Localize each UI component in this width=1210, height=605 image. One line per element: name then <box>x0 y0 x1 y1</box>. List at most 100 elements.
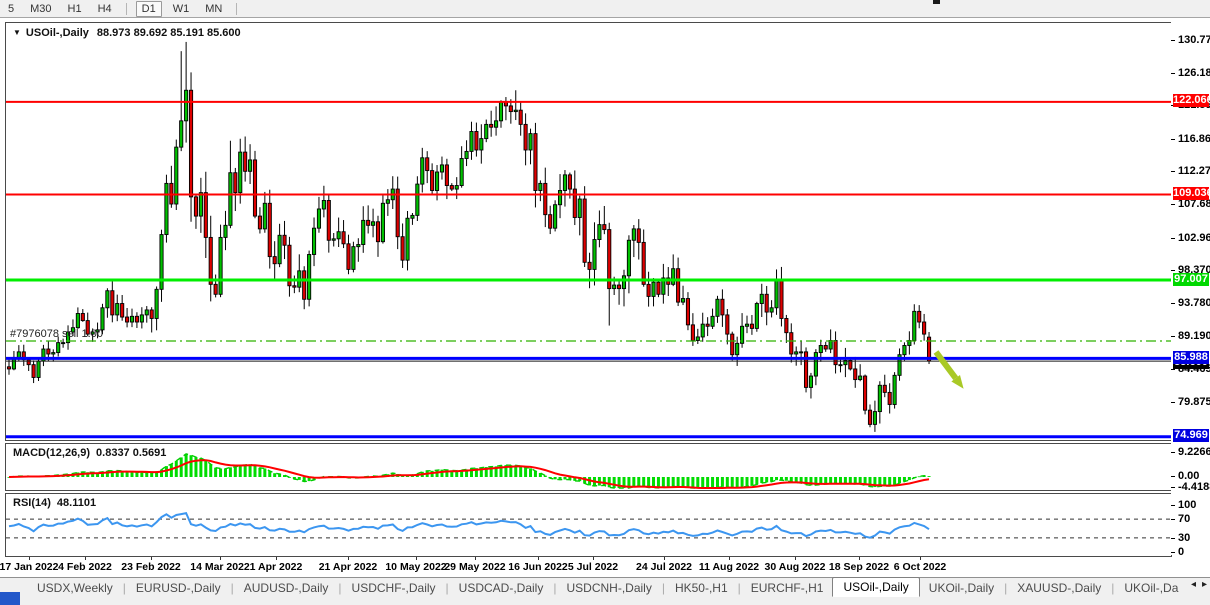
chart-tab-eurusd-daily[interactable]: EURUSD-,Daily <box>135 581 221 595</box>
candle-body <box>848 359 853 370</box>
price-tick-label: 102.960 <box>1178 232 1210 244</box>
candle <box>646 271 651 307</box>
price-tick-label: 112.275 <box>1178 165 1210 177</box>
macd-bar <box>863 477 867 486</box>
candle <box>375 215 381 257</box>
macd-bar <box>455 470 459 477</box>
timeframe-button-d1[interactable]: D1 <box>135 0 162 17</box>
candle <box>843 347 848 378</box>
candle-body <box>474 131 479 151</box>
candle <box>70 319 76 337</box>
candle <box>321 185 326 218</box>
candle-body <box>282 234 287 246</box>
chart-tab-xauusd-daily[interactable]: XAUUSD-,Daily <box>1017 581 1102 595</box>
candle-body <box>897 354 902 376</box>
timeframe-button-mn[interactable]: MN <box>205 2 223 15</box>
candle <box>95 322 100 339</box>
chart-tab-usdx-weekly[interactable]: USDX,Weekly <box>37 581 113 595</box>
chart-tab-ukoil-da[interactable]: UKOil-,Da <box>1124 581 1179 595</box>
candle <box>523 113 528 166</box>
macd-bar <box>479 467 483 477</box>
price-axis[interactable]: 130.770126.180121.590116.865112.275107.6… <box>1171 22 1210 558</box>
rsi-panel[interactable]: RSI(14) 48.1101 <box>5 493 1172 557</box>
main-chart-panel[interactable]: ▼ USOil-,Daily 88.973 89.692 85.191 85.600… <box>5 22 1172 441</box>
sell-arrow-annotation[interactable] <box>933 350 959 381</box>
macd-bar <box>219 468 223 477</box>
macd-panel[interactable]: MACD(12,26,9) 0.8337 0.5691 <box>5 443 1172 491</box>
candle-body <box>105 290 110 309</box>
macd-bar <box>228 467 232 477</box>
candle-body <box>100 307 105 331</box>
macd-bar <box>819 477 823 485</box>
candle <box>641 229 646 287</box>
timeframe-button-5[interactable]: 5 <box>8 2 15 15</box>
timeframe-button-h4[interactable]: H4 <box>97 2 112 15</box>
tab-separator: | <box>1004 581 1008 595</box>
chart-tab-eurchf-h1[interactable]: EURCHF-,H1 <box>750 581 824 595</box>
tab-scroll-right-icon[interactable]: ▸ <box>1201 579 1207 590</box>
chart-tab-usdcnh-daily[interactable]: USDCNH-,Daily <box>566 581 652 595</box>
macd-bar <box>681 477 685 487</box>
chart-tab-usdchf-daily[interactable]: USDCHF-,Daily <box>351 581 436 595</box>
candle-body <box>592 239 597 270</box>
status-strip <box>0 598 1210 605</box>
macd-bar <box>725 477 729 488</box>
candle <box>774 269 779 315</box>
candle-body <box>646 283 651 297</box>
price-line-label: 74.969 <box>1173 429 1209 443</box>
candle-body <box>6 366 12 370</box>
candle-body <box>174 146 179 205</box>
candle <box>21 344 26 366</box>
candle <box>292 275 297 294</box>
macd-bar <box>86 472 90 477</box>
toolbar-separator <box>236 2 238 15</box>
candle-body <box>213 283 218 295</box>
tab-scroll-left-icon[interactable]: ◂ <box>1190 579 1196 590</box>
candle <box>336 217 341 248</box>
macd-bar <box>701 477 705 488</box>
candle <box>262 191 267 233</box>
candle-body <box>725 314 730 335</box>
macd-bar <box>637 477 641 486</box>
candle <box>917 305 922 329</box>
time-axis[interactable]: 17 Jan 2022 4 Feb 2022 23 Feb 2022 14 Mar 2… <box>0 557 1172 577</box>
macd-bar <box>125 471 129 477</box>
candle <box>764 285 769 326</box>
chart-tab-hk50-h1[interactable]: HK50-,H1 <box>674 581 728 595</box>
macd-bar <box>465 469 469 477</box>
candle <box>656 279 661 298</box>
candle <box>430 163 435 195</box>
candle-body <box>902 345 907 356</box>
macd-tick <box>1171 476 1175 477</box>
candle-body <box>252 159 258 217</box>
timeframe-button-w1[interactable]: W1 <box>172 2 190 15</box>
timeframe-button-m30[interactable]: M30 <box>30 2 52 15</box>
candle <box>134 312 139 328</box>
macd-bar <box>760 477 764 483</box>
chart-tab-usdcad-daily[interactable]: USDCAD-,Daily <box>458 581 544 595</box>
candle-body <box>577 198 582 218</box>
rsi-axis-label: 30 <box>1178 531 1191 544</box>
candle-body <box>877 384 882 413</box>
candle <box>395 176 400 250</box>
candle-body <box>562 174 568 191</box>
chevron-down-icon[interactable]: ▼ <box>13 28 21 37</box>
candle-body <box>872 411 877 425</box>
candle-body <box>621 275 627 290</box>
candle-body <box>144 309 149 316</box>
candle <box>164 174 169 243</box>
rsi-axis-label: 0 <box>1178 546 1185 558</box>
candle-body <box>36 360 41 378</box>
timeframe-button-h1[interactable]: H1 <box>67 2 82 15</box>
chart-tab-audusd-daily[interactable]: AUDUSD-,Daily <box>243 581 329 595</box>
candlestick-chart[interactable]: #7976078 sell 1.00 <box>6 23 1171 440</box>
time-axis-label: 10 May 2022 <box>385 561 447 573</box>
chart-tab-usoil-daily[interactable]: USOil-,Daily <box>832 577 920 597</box>
candle <box>351 241 356 273</box>
candle-body <box>125 316 130 323</box>
candle <box>223 210 228 251</box>
macd-bar <box>661 477 665 488</box>
chart-tab-ukoil-daily[interactable]: UKOil-,Daily <box>928 581 995 595</box>
macd-chart <box>7 453 931 489</box>
